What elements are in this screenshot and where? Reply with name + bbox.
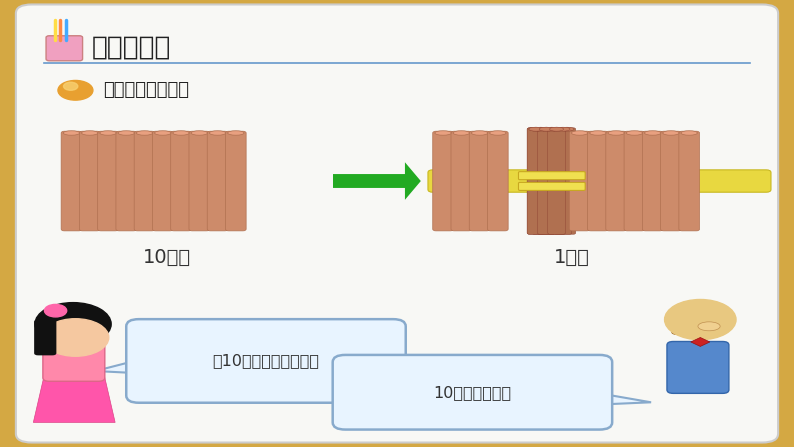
FancyBboxPatch shape xyxy=(189,131,210,231)
Circle shape xyxy=(665,299,736,340)
Ellipse shape xyxy=(191,131,207,135)
Ellipse shape xyxy=(173,131,189,135)
Text: 1个十: 1个十 xyxy=(553,248,590,266)
Ellipse shape xyxy=(626,131,642,135)
FancyBboxPatch shape xyxy=(548,128,565,234)
Ellipse shape xyxy=(435,131,451,135)
FancyBboxPatch shape xyxy=(79,131,100,231)
Ellipse shape xyxy=(681,131,697,135)
Polygon shape xyxy=(405,162,421,200)
Circle shape xyxy=(44,304,67,317)
FancyBboxPatch shape xyxy=(469,131,490,231)
FancyBboxPatch shape xyxy=(34,320,56,355)
FancyBboxPatch shape xyxy=(569,131,590,231)
FancyBboxPatch shape xyxy=(134,131,155,231)
FancyBboxPatch shape xyxy=(672,308,699,334)
Ellipse shape xyxy=(100,131,116,135)
Ellipse shape xyxy=(472,131,488,135)
Text: 把10根小棒捆成一捆。: 把10根小棒捆成一捆。 xyxy=(213,353,319,368)
FancyBboxPatch shape xyxy=(518,182,585,190)
Ellipse shape xyxy=(529,127,543,131)
Circle shape xyxy=(35,303,111,346)
FancyBboxPatch shape xyxy=(661,131,681,231)
FancyBboxPatch shape xyxy=(554,128,572,234)
FancyBboxPatch shape xyxy=(451,131,472,231)
FancyBboxPatch shape xyxy=(428,170,771,192)
Polygon shape xyxy=(691,337,710,346)
Circle shape xyxy=(64,82,78,90)
FancyBboxPatch shape xyxy=(548,128,565,234)
FancyBboxPatch shape xyxy=(518,172,585,180)
Ellipse shape xyxy=(118,131,134,135)
FancyBboxPatch shape xyxy=(527,128,545,234)
Polygon shape xyxy=(599,393,651,405)
Ellipse shape xyxy=(549,127,564,131)
FancyBboxPatch shape xyxy=(98,131,118,231)
FancyBboxPatch shape xyxy=(527,128,545,234)
Circle shape xyxy=(42,319,109,356)
FancyBboxPatch shape xyxy=(46,36,83,61)
Ellipse shape xyxy=(490,131,506,135)
Ellipse shape xyxy=(698,322,720,331)
Ellipse shape xyxy=(549,127,564,131)
FancyBboxPatch shape xyxy=(558,128,576,234)
FancyBboxPatch shape xyxy=(488,131,508,231)
Polygon shape xyxy=(33,378,115,422)
Ellipse shape xyxy=(608,131,624,135)
Circle shape xyxy=(58,80,93,100)
Ellipse shape xyxy=(545,127,559,131)
FancyBboxPatch shape xyxy=(606,131,626,231)
Ellipse shape xyxy=(453,131,469,135)
Ellipse shape xyxy=(534,127,548,131)
FancyBboxPatch shape xyxy=(667,342,729,393)
FancyBboxPatch shape xyxy=(116,131,137,231)
Ellipse shape xyxy=(539,127,553,131)
FancyBboxPatch shape xyxy=(642,131,663,231)
FancyBboxPatch shape xyxy=(61,131,82,231)
FancyBboxPatch shape xyxy=(679,131,700,231)
Ellipse shape xyxy=(539,127,553,131)
FancyBboxPatch shape xyxy=(538,128,555,234)
Ellipse shape xyxy=(645,131,661,135)
FancyBboxPatch shape xyxy=(171,131,191,231)
FancyBboxPatch shape xyxy=(225,131,246,231)
Ellipse shape xyxy=(529,127,543,131)
FancyBboxPatch shape xyxy=(538,128,555,234)
Ellipse shape xyxy=(82,131,98,135)
Ellipse shape xyxy=(556,127,570,131)
FancyBboxPatch shape xyxy=(126,319,406,403)
FancyBboxPatch shape xyxy=(433,131,453,231)
FancyBboxPatch shape xyxy=(543,128,561,234)
Ellipse shape xyxy=(210,131,225,135)
Text: 10个一: 10个一 xyxy=(143,248,191,266)
Text: 探究与发现: 探究与发现 xyxy=(91,35,171,61)
FancyBboxPatch shape xyxy=(16,4,778,443)
Polygon shape xyxy=(95,360,139,373)
Ellipse shape xyxy=(64,131,79,135)
FancyBboxPatch shape xyxy=(532,128,549,234)
Text: 掴一掴，认一认。: 掴一掴，认一认。 xyxy=(103,81,189,99)
Text: 10个一是一个十: 10个一是一个十 xyxy=(434,385,511,400)
Ellipse shape xyxy=(663,131,679,135)
FancyBboxPatch shape xyxy=(624,131,645,231)
FancyBboxPatch shape xyxy=(207,131,228,231)
FancyBboxPatch shape xyxy=(333,355,612,430)
Ellipse shape xyxy=(137,131,152,135)
FancyBboxPatch shape xyxy=(588,131,608,231)
FancyBboxPatch shape xyxy=(152,131,173,231)
Ellipse shape xyxy=(560,127,574,131)
Ellipse shape xyxy=(228,131,244,135)
Ellipse shape xyxy=(155,131,171,135)
Ellipse shape xyxy=(590,131,606,135)
Ellipse shape xyxy=(572,131,588,135)
FancyBboxPatch shape xyxy=(43,333,105,381)
